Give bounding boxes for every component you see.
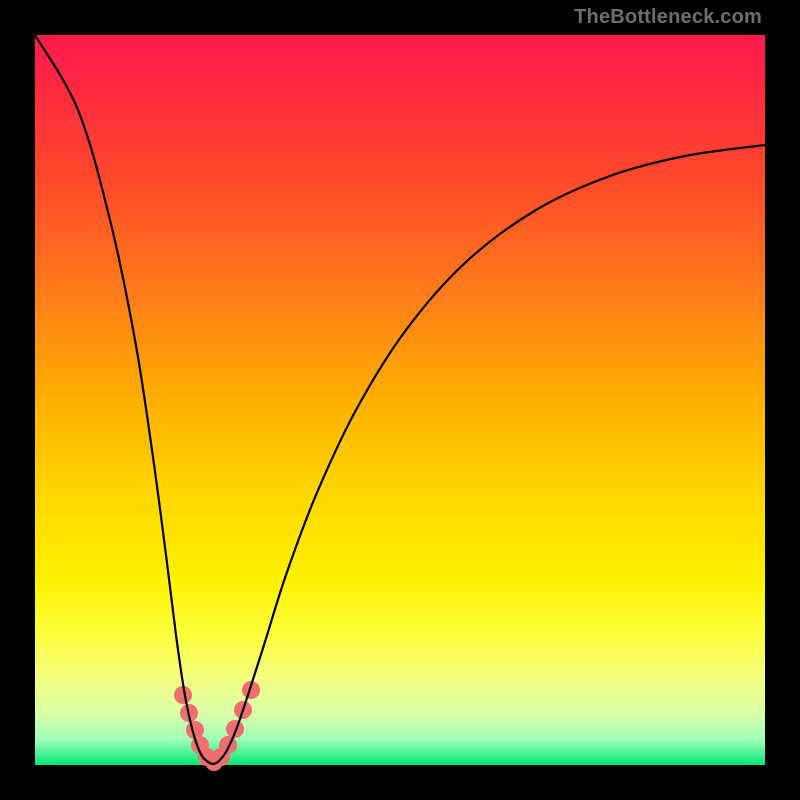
curve-layer: [0, 0, 800, 800]
watermark-text: TheBottleneck.com: [574, 6, 762, 29]
curve-right-branch: [218, 145, 765, 762]
curve-left-branch: [35, 35, 208, 762]
trough-marker: [220, 737, 237, 754]
trough-marker-group: [175, 682, 260, 771]
